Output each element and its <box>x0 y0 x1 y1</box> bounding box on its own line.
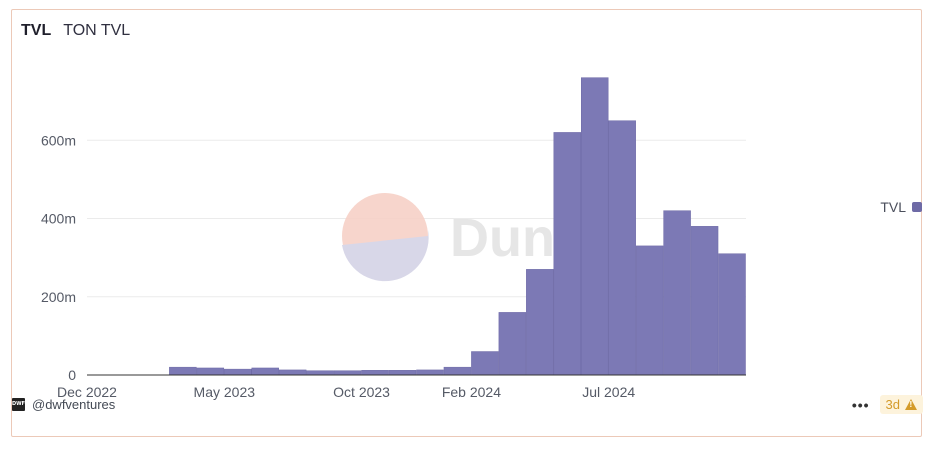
legend-swatch-tvl <box>912 202 922 212</box>
x-tick-label: Feb 2024 <box>442 384 501 400</box>
freshness-label: 3d <box>885 397 900 412</box>
tvl-bar <box>196 367 225 376</box>
dune-logo-shade <box>342 230 429 282</box>
y-tick-label: 200m <box>41 289 76 305</box>
tvl-bar <box>443 366 472 376</box>
tvl-bar <box>718 253 746 376</box>
tvl-bar <box>581 77 609 376</box>
tvl-bar <box>608 120 636 376</box>
tvl-bar <box>553 132 582 376</box>
y-tick-label: 600m <box>41 132 76 148</box>
tvl-bar <box>251 367 279 376</box>
tvl-bar <box>416 369 444 376</box>
tvl-bar <box>663 210 691 376</box>
chart-actions: ••• 3d <box>852 395 923 414</box>
more-options-button[interactable]: ••• <box>851 396 870 413</box>
chart-title[interactable]: TVL <box>21 22 52 39</box>
y-tick-label: 0 <box>68 367 76 383</box>
x-tick-label: Jul 2024 <box>582 384 635 400</box>
tvl-bar <box>471 351 499 376</box>
tvl-bar <box>224 368 252 376</box>
chart-header: TVL TON TVL <box>21 22 130 40</box>
author-avatar: DWF <box>12 398 25 411</box>
chart-card: TVL TON TVL <box>11 9 922 437</box>
tvl-bar <box>635 245 664 376</box>
tvl-bar <box>388 370 417 376</box>
chart-subtitle: TON TVL <box>63 22 131 39</box>
tvl-bar <box>333 370 362 376</box>
x-tick-label: May 2023 <box>194 384 256 400</box>
chart-legend: TVL <box>880 199 922 215</box>
tvl-bar <box>526 269 554 376</box>
warning-icon <box>905 399 917 410</box>
author-attribution[interactable]: DWF @dwfventures <box>12 397 115 412</box>
x-tick-label: Dec 2022 <box>57 384 117 400</box>
legend-label-tvl: TVL <box>880 199 906 215</box>
tvl-bar <box>361 370 389 376</box>
author-handle[interactable]: @dwfventures <box>32 397 116 412</box>
tvl-bar <box>169 366 197 376</box>
tvl-bar <box>498 312 527 376</box>
x-tick-label: Oct 2023 <box>333 384 390 400</box>
tvl-bar <box>690 226 719 376</box>
y-tick-label: 400m <box>41 211 76 227</box>
tvl-bar <box>278 369 307 376</box>
freshness-badge[interactable]: 3d <box>879 395 923 414</box>
tvl-bar <box>306 370 334 376</box>
